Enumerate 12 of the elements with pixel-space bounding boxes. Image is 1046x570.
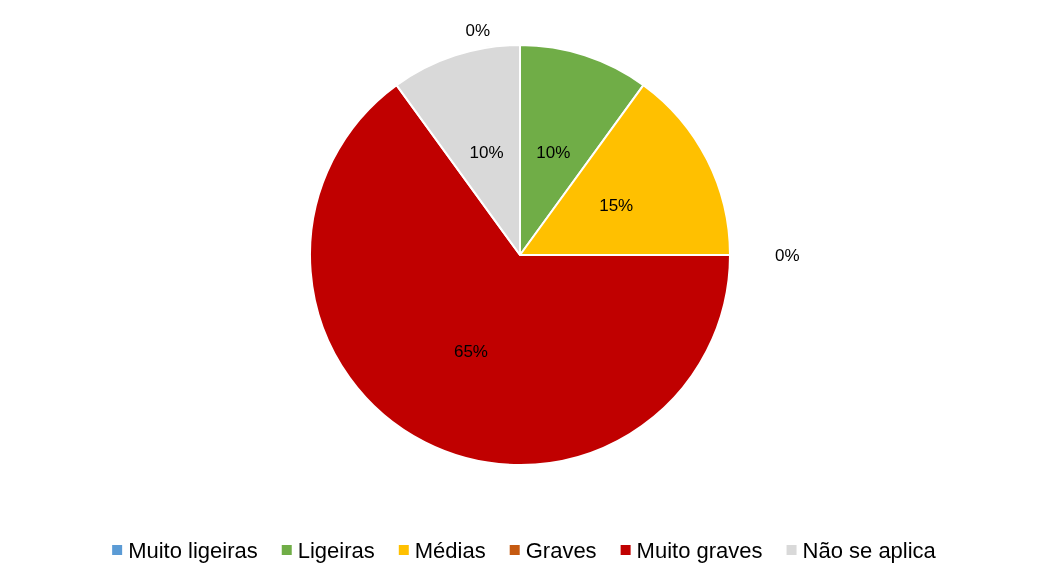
legend-label: Ligeiras: [297, 537, 375, 563]
legend-label: Muito ligeiras: [128, 537, 258, 563]
legend-label: Graves: [525, 537, 597, 563]
data-label: 10%: [536, 142, 571, 162]
text: 0%: [465, 20, 490, 40]
data-label: 65%: [453, 341, 488, 361]
data-label: 10%: [469, 142, 504, 162]
data-label: 15%: [599, 196, 634, 216]
legend-label: Não se aplica: [802, 537, 937, 563]
legend-label: Muito graves: [636, 537, 763, 563]
text: 0%: [775, 245, 800, 265]
legend-label: Médias: [414, 537, 486, 563]
